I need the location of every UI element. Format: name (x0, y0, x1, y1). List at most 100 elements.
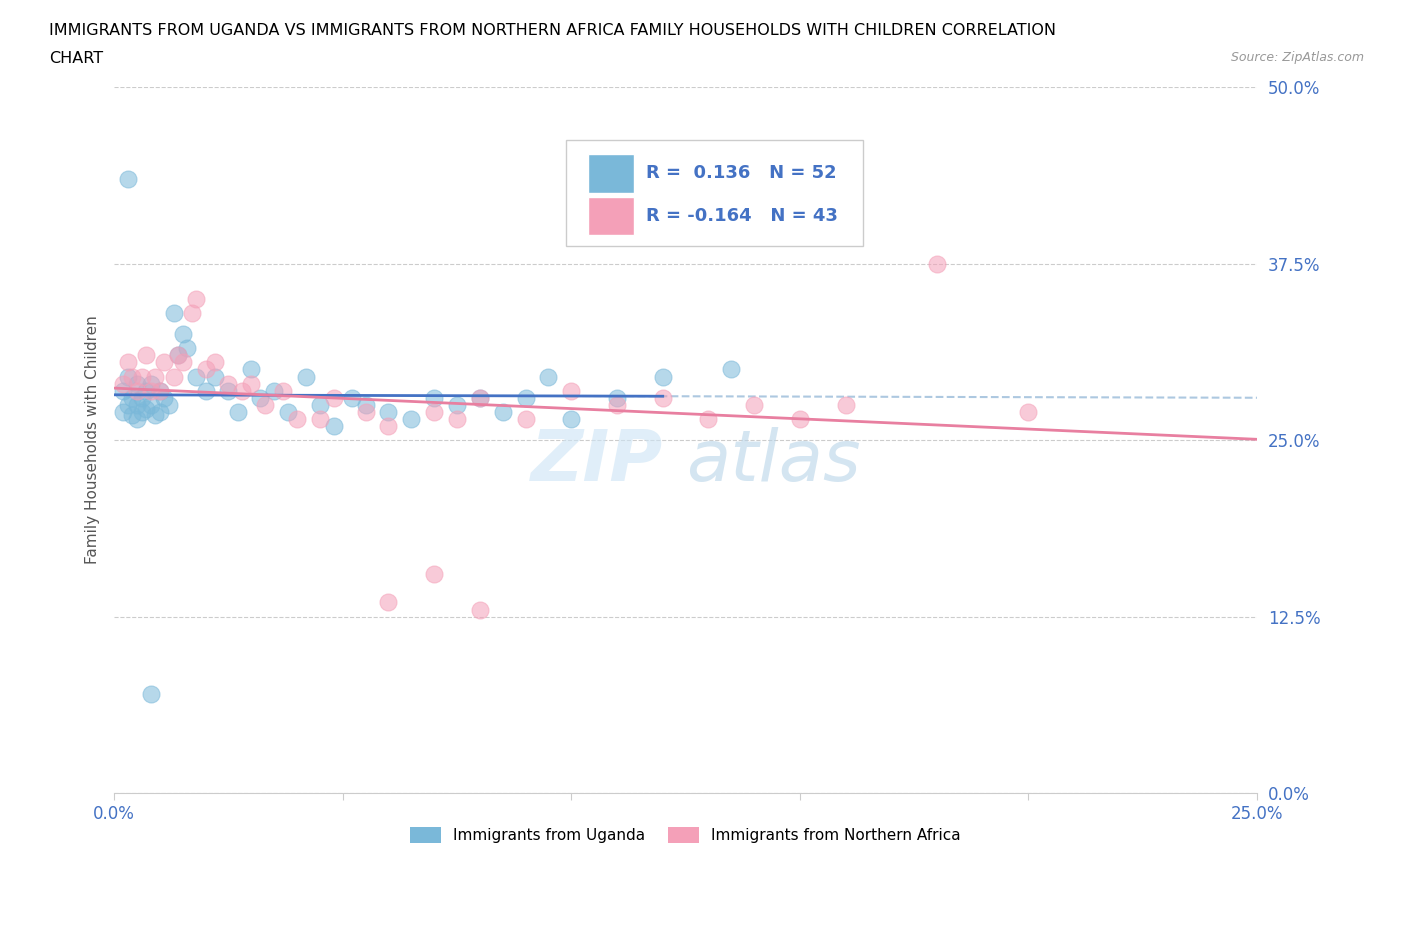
Point (143, 369, 166, 384)
Point (176, 341, 198, 356)
Point (468, 602, 491, 617)
Point (377, 405, 399, 419)
Point (285, 411, 308, 426)
Point (423, 405, 446, 419)
Point (606, 397, 628, 412)
Point (217, 376, 239, 391)
Point (515, 391, 537, 405)
Text: ZIP: ZIP (530, 427, 662, 496)
Point (560, 383, 582, 398)
Point (309, 397, 332, 412)
Point (153, 391, 176, 405)
Point (167, 348, 190, 363)
Point (112, 383, 135, 398)
Point (468, 391, 491, 405)
Point (309, 411, 332, 426)
Point (172, 326, 194, 341)
Point (117, 397, 139, 412)
Point (204, 355, 226, 370)
Point (112, 405, 135, 419)
Text: IMMIGRANTS FROM UGANDA VS IMMIGRANTS FROM NORTHERN AFRICA FAMILY HOUSEHOLDS WITH: IMMIGRANTS FROM UGANDA VS IMMIGRANTS FRO… (49, 23, 1056, 38)
Point (162, 306, 184, 321)
Y-axis label: Family Households with Children: Family Households with Children (86, 315, 100, 565)
Point (377, 595, 399, 610)
Point (277, 405, 299, 419)
Point (231, 383, 253, 398)
Point (423, 391, 446, 405)
Point (240, 362, 263, 377)
Point (149, 405, 172, 419)
Point (172, 355, 194, 370)
Point (121, 391, 143, 405)
Text: Source: ZipAtlas.com: Source: ZipAtlas.com (1230, 51, 1364, 64)
Point (162, 369, 184, 384)
Point (515, 411, 537, 426)
Legend: Immigrants from Uganda, Immigrants from Northern Africa: Immigrants from Uganda, Immigrants from … (405, 821, 967, 849)
Text: atlas: atlas (686, 427, 860, 496)
Point (157, 397, 180, 412)
Point (125, 411, 148, 426)
Point (186, 291, 208, 306)
Point (131, 391, 153, 405)
Point (125, 397, 148, 412)
Point (180, 306, 202, 321)
Text: CHART: CHART (49, 51, 103, 66)
Text: R = -0.164   N = 43: R = -0.164 N = 43 (645, 206, 838, 224)
Point (167, 348, 190, 363)
Point (149, 383, 172, 398)
Point (125, 383, 148, 398)
Point (125, 376, 148, 391)
Point (423, 566, 446, 581)
Point (121, 407, 143, 422)
Point (492, 405, 515, 419)
Point (322, 391, 344, 405)
Point (194, 362, 217, 377)
Bar (589, 196, 634, 235)
Point (204, 369, 226, 384)
Point (149, 383, 172, 398)
Point (606, 391, 628, 405)
Point (131, 369, 153, 384)
Point (135, 402, 157, 417)
Text: R =  0.136   N = 52: R = 0.136 N = 52 (645, 165, 837, 182)
Point (117, 369, 139, 384)
Point (194, 383, 217, 398)
Point (720, 362, 742, 377)
Point (560, 411, 582, 426)
Point (143, 407, 166, 422)
Point (121, 369, 143, 384)
Point (468, 391, 491, 405)
Point (446, 411, 468, 426)
Point (537, 369, 560, 384)
Point (651, 391, 673, 405)
Point (240, 376, 263, 391)
Point (446, 397, 468, 412)
Point (742, 397, 765, 412)
Point (697, 411, 720, 426)
Point (249, 391, 271, 405)
Point (925, 256, 948, 271)
FancyBboxPatch shape (565, 140, 863, 246)
Point (354, 397, 377, 412)
Point (139, 383, 162, 398)
Point (254, 397, 277, 412)
Point (340, 391, 363, 405)
Point (322, 418, 344, 433)
Point (295, 369, 318, 384)
Point (377, 418, 399, 433)
Point (263, 383, 285, 398)
Point (354, 405, 377, 419)
Point (131, 405, 153, 419)
Point (226, 405, 249, 419)
Bar (589, 154, 634, 193)
Point (273, 383, 295, 398)
Point (1017, 405, 1039, 419)
Point (112, 376, 135, 391)
Point (789, 411, 811, 426)
Point (139, 376, 162, 391)
Point (139, 397, 162, 412)
Point (401, 411, 423, 426)
Point (834, 397, 856, 412)
Point (651, 369, 673, 384)
Point (153, 355, 176, 370)
